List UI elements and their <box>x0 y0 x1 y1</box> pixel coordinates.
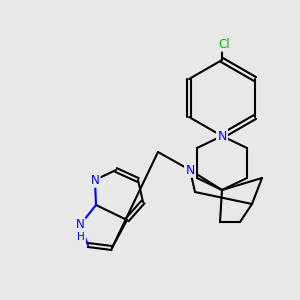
Text: N: N <box>91 173 99 187</box>
Text: N: N <box>76 218 84 232</box>
Text: Cl: Cl <box>218 38 230 50</box>
Text: H: H <box>77 232 85 242</box>
Text: N: N <box>217 130 227 142</box>
Text: N: N <box>185 164 195 176</box>
